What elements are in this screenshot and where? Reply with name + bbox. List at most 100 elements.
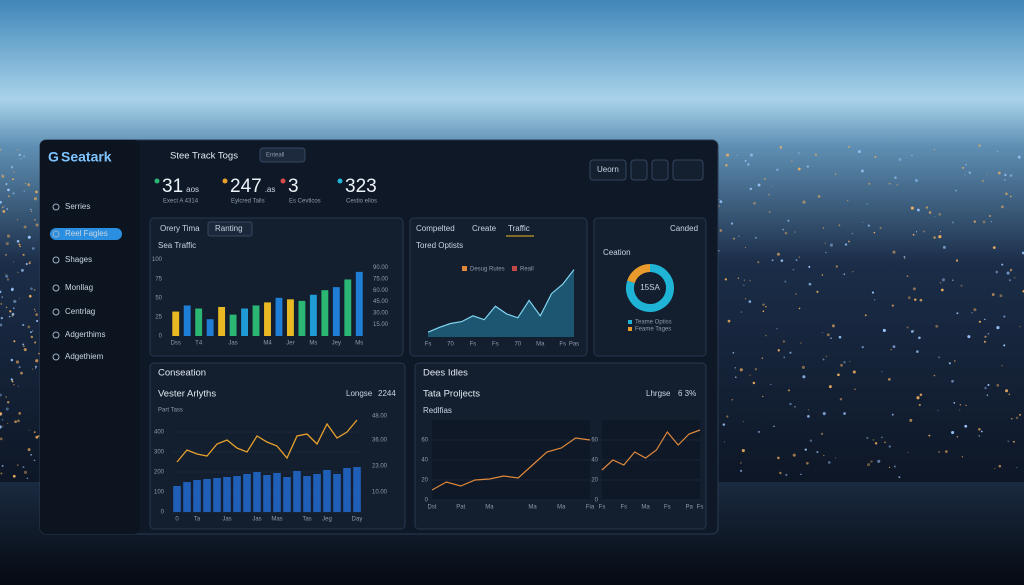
line	[427, 269, 575, 333]
light	[33, 459, 36, 462]
x-tick-label: Fs	[559, 342, 566, 348]
tab-label[interactable]: Traffic	[508, 224, 530, 233]
light	[735, 376, 737, 378]
light	[960, 284, 963, 287]
x-tick-label: 70	[515, 342, 522, 348]
area	[428, 269, 574, 337]
chart-title: Redlfias	[423, 406, 452, 415]
bar	[229, 314, 237, 336]
action-button[interactable]	[589, 159, 627, 181]
light	[808, 265, 811, 268]
light	[933, 148, 936, 151]
light	[5, 274, 9, 278]
nav-item[interactable]: Adgerthims	[65, 330, 105, 339]
x-tick-label: Jas	[252, 517, 261, 523]
header-button-label[interactable]: Enteall	[266, 153, 284, 159]
header-button[interactable]	[259, 147, 306, 163]
nav-item[interactable]: Reel Fagles	[65, 229, 108, 238]
x-tick-label: Jas	[222, 517, 231, 523]
light	[990, 221, 993, 223]
x-tick-label: Ma	[536, 342, 545, 348]
light	[822, 227, 825, 229]
stat-icon	[337, 178, 343, 184]
light	[804, 448, 807, 451]
light	[800, 473, 802, 476]
light	[35, 319, 39, 323]
action-label[interactable]: Ueorn	[597, 165, 619, 174]
light	[843, 412, 846, 415]
light	[980, 430, 983, 433]
light	[749, 374, 751, 376]
x-tick-label: Jey	[332, 341, 341, 347]
light	[996, 384, 1000, 387]
light	[981, 179, 984, 182]
light	[776, 328, 778, 330]
x-tick-label: Dss	[171, 341, 181, 347]
stat-value: 3	[288, 176, 299, 197]
x-tick-label: Jas	[228, 341, 237, 347]
light	[0, 437, 3, 441]
tab-label[interactable]: Orery Tima	[160, 224, 200, 233]
tab-label[interactable]: Compelted	[416, 224, 455, 233]
bar	[223, 477, 231, 512]
bar	[263, 475, 271, 512]
light	[13, 299, 17, 304]
bar	[206, 319, 214, 336]
nav-item[interactable]: Monllag	[65, 283, 93, 292]
light	[764, 178, 766, 180]
tab-label[interactable]: Ranting	[215, 224, 243, 233]
light	[851, 232, 854, 235]
light	[866, 436, 869, 439]
bar	[218, 306, 226, 336]
light	[996, 150, 999, 153]
nav-item[interactable]: Adgethiem	[65, 352, 104, 361]
x-tick-label: Dst	[428, 505, 437, 511]
light	[8, 315, 11, 318]
x-tick-label: Pa	[685, 505, 693, 511]
icon-button[interactable]	[630, 159, 648, 181]
nav-item[interactable]: Shages	[65, 255, 92, 264]
icon-button[interactable]	[672, 159, 704, 181]
light	[826, 333, 830, 337]
light	[768, 194, 770, 196]
light	[770, 384, 772, 386]
light	[724, 278, 727, 281]
y-tick-label: 200	[154, 470, 165, 476]
light	[10, 358, 14, 362]
light	[762, 310, 765, 312]
light	[906, 275, 909, 278]
x-tick-label: Fs	[470, 342, 477, 348]
light	[761, 357, 764, 359]
light	[965, 164, 967, 166]
light	[884, 441, 886, 444]
light	[1003, 178, 1006, 182]
light	[740, 311, 743, 313]
light	[821, 274, 824, 276]
stat-icon	[280, 178, 286, 184]
light	[916, 350, 919, 353]
light	[771, 186, 773, 188]
nav-item[interactable]: Serries	[65, 202, 90, 211]
light	[996, 326, 1000, 330]
light	[1007, 440, 1010, 443]
x-tick-label: Ma	[641, 505, 650, 511]
bar	[298, 300, 306, 336]
legend-label: Feame Tages	[635, 327, 671, 333]
nav-item[interactable]: Centrlag	[65, 307, 95, 316]
light	[843, 361, 846, 364]
light	[780, 259, 784, 262]
light	[6, 278, 10, 281]
tab-label[interactable]: Create	[472, 224, 497, 233]
icon-button[interactable]	[651, 159, 669, 181]
light	[1008, 393, 1011, 396]
light	[847, 199, 849, 201]
brand: Seatark	[61, 149, 112, 165]
light	[0, 290, 2, 294]
light	[914, 178, 919, 183]
light	[28, 294, 32, 298]
light	[987, 383, 990, 386]
light	[1005, 192, 1008, 195]
light	[792, 453, 796, 457]
light	[13, 384, 15, 386]
